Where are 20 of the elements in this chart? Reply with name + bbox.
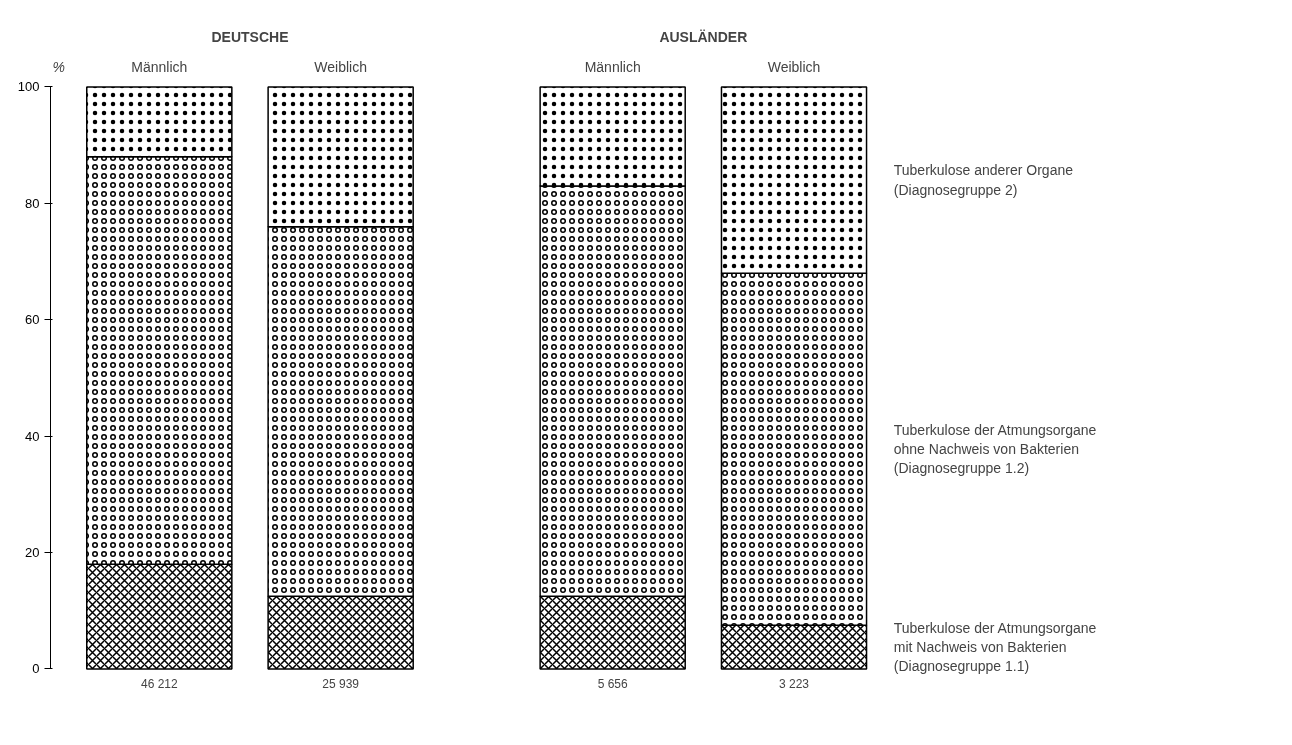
y-tick-label: 100 <box>17 79 40 95</box>
series-label: Tuberkulose anderer Organe (Diagnosegruppe 2) <box>893 162 1074 198</box>
y-tick-label: 20 <box>25 545 40 561</box>
text: AUSLÄNDER <box>659 28 748 45</box>
text: 25 939 <box>322 676 360 691</box>
x-tick-label: Weiblich <box>314 58 367 75</box>
y-tick-label: 40 <box>25 428 40 444</box>
text: DEUTSCHE <box>211 28 289 45</box>
y-tick-label: 0 <box>32 661 40 677</box>
series-label: Tuberkulose der Atmungsorgane mit Nachweis von Bakterien (Diagnosegruppe 1.1) <box>893 619 1097 675</box>
y-axis-title: % <box>52 58 65 75</box>
y-tick-label: 80 <box>25 195 40 211</box>
series-label: Tuberkulose der Atmungsorgane ohne Nachweis von Bakterien (Diagnosegruppe 1.2) <box>893 422 1097 477</box>
text: 5 656 <box>597 676 629 691</box>
x-tick-label: Männlich <box>584 58 641 75</box>
text: 3 223 <box>778 676 810 691</box>
x-tick-label: Männlich <box>131 58 188 75</box>
y-tick-label: 60 <box>25 312 40 328</box>
text: 46 212 <box>140 676 178 691</box>
x-tick-label: Weiblich <box>767 58 821 75</box>
